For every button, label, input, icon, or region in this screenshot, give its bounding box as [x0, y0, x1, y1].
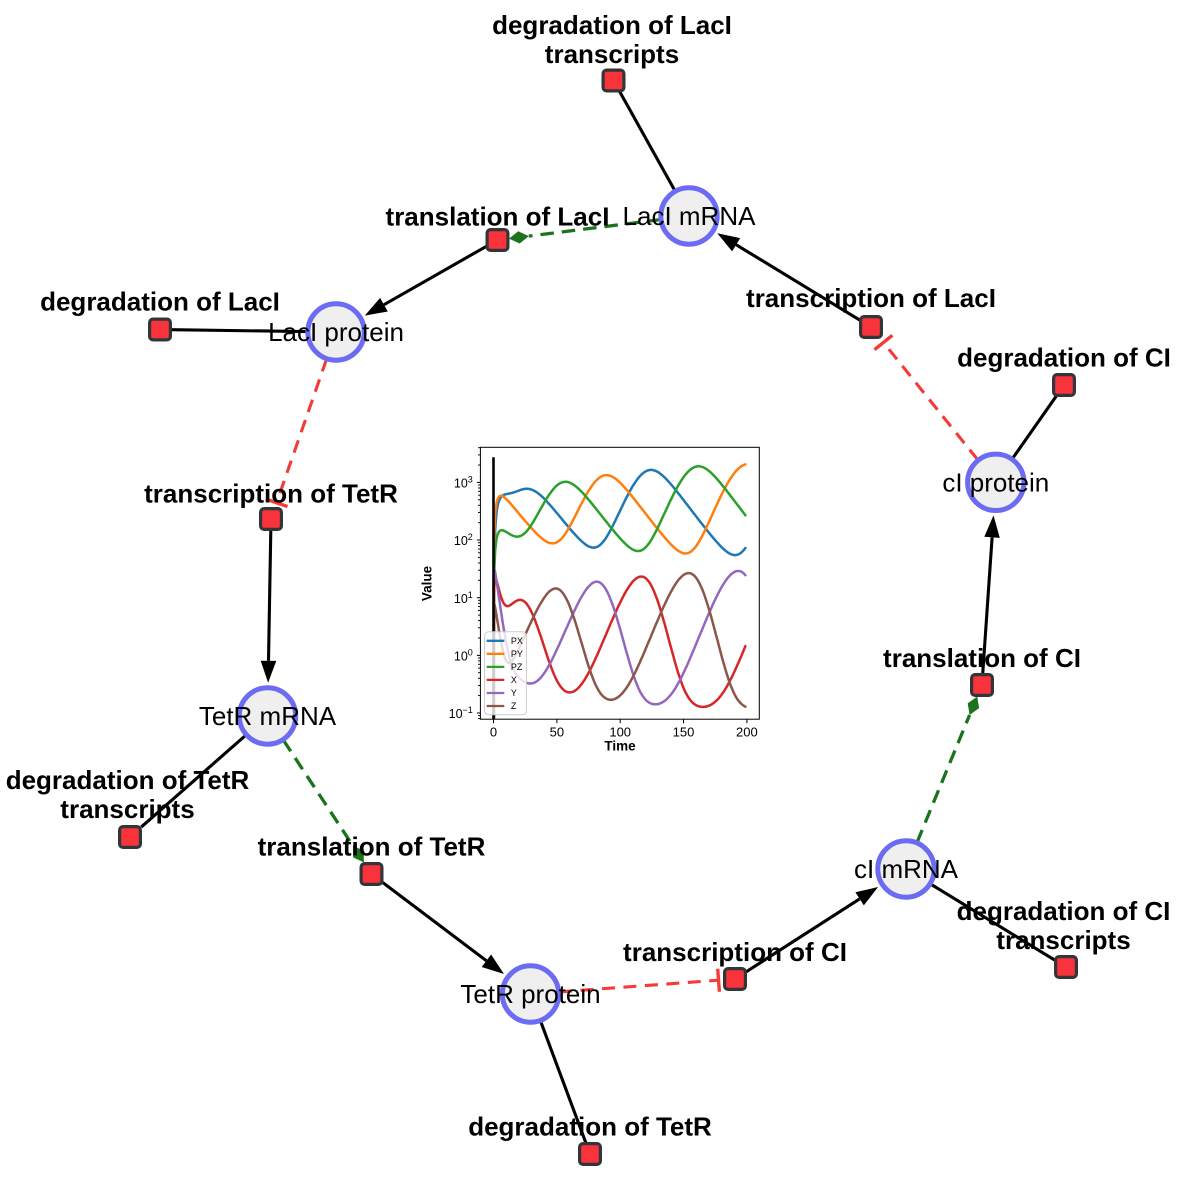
svg-text:transcripts: transcripts [996, 925, 1130, 955]
svg-text:TetR mRNA: TetR mRNA [199, 701, 337, 731]
svg-text:cI mRNA: cI mRNA [854, 854, 959, 884]
svg-text:LacI protein: LacI protein [268, 317, 404, 347]
svg-text:degradation of CI: degradation of CI [957, 896, 1171, 926]
svg-text:degradation of LacI: degradation of LacI [492, 10, 732, 40]
svg-text:0: 0 [490, 725, 497, 740]
svg-text:translation of CI: translation of CI [883, 643, 1081, 673]
svg-text:degradation of TetR: degradation of TetR [468, 1112, 712, 1142]
svg-text:LacI mRNA: LacI mRNA [623, 201, 757, 231]
svg-text:translation of LacI: translation of LacI [386, 202, 610, 232]
svg-text:transcription of LacI: transcription of LacI [746, 283, 996, 313]
svg-text:cI protein: cI protein [942, 468, 1049, 498]
svg-text:degradation of TetR: degradation of TetR [6, 765, 250, 795]
svg-text:translation of TetR: translation of TetR [258, 832, 486, 862]
svg-text:PZ: PZ [511, 662, 523, 672]
svg-text:50: 50 [550, 725, 564, 740]
svg-text:200: 200 [736, 725, 758, 740]
svg-text:Value: Value [420, 565, 435, 601]
svg-text:transcription of TetR: transcription of TetR [144, 479, 398, 509]
svg-text:TetR protein: TetR protein [460, 979, 600, 1009]
svg-text:Z: Z [511, 701, 517, 711]
svg-text:PX: PX [511, 636, 523, 646]
svg-text:Time: Time [604, 739, 636, 754]
svg-text:transcripts: transcripts [545, 39, 679, 69]
svg-text:X: X [511, 675, 517, 685]
svg-text:transcription of CI: transcription of CI [623, 937, 847, 967]
svg-text:degradation of LacI: degradation of LacI [40, 287, 280, 317]
svg-text:transcripts: transcripts [60, 794, 194, 824]
svg-text:Y: Y [511, 688, 517, 698]
svg-text:100: 100 [609, 725, 631, 740]
svg-text:degradation of CI: degradation of CI [957, 343, 1171, 373]
svg-text:PY: PY [511, 649, 523, 659]
svg-text:150: 150 [673, 725, 695, 740]
